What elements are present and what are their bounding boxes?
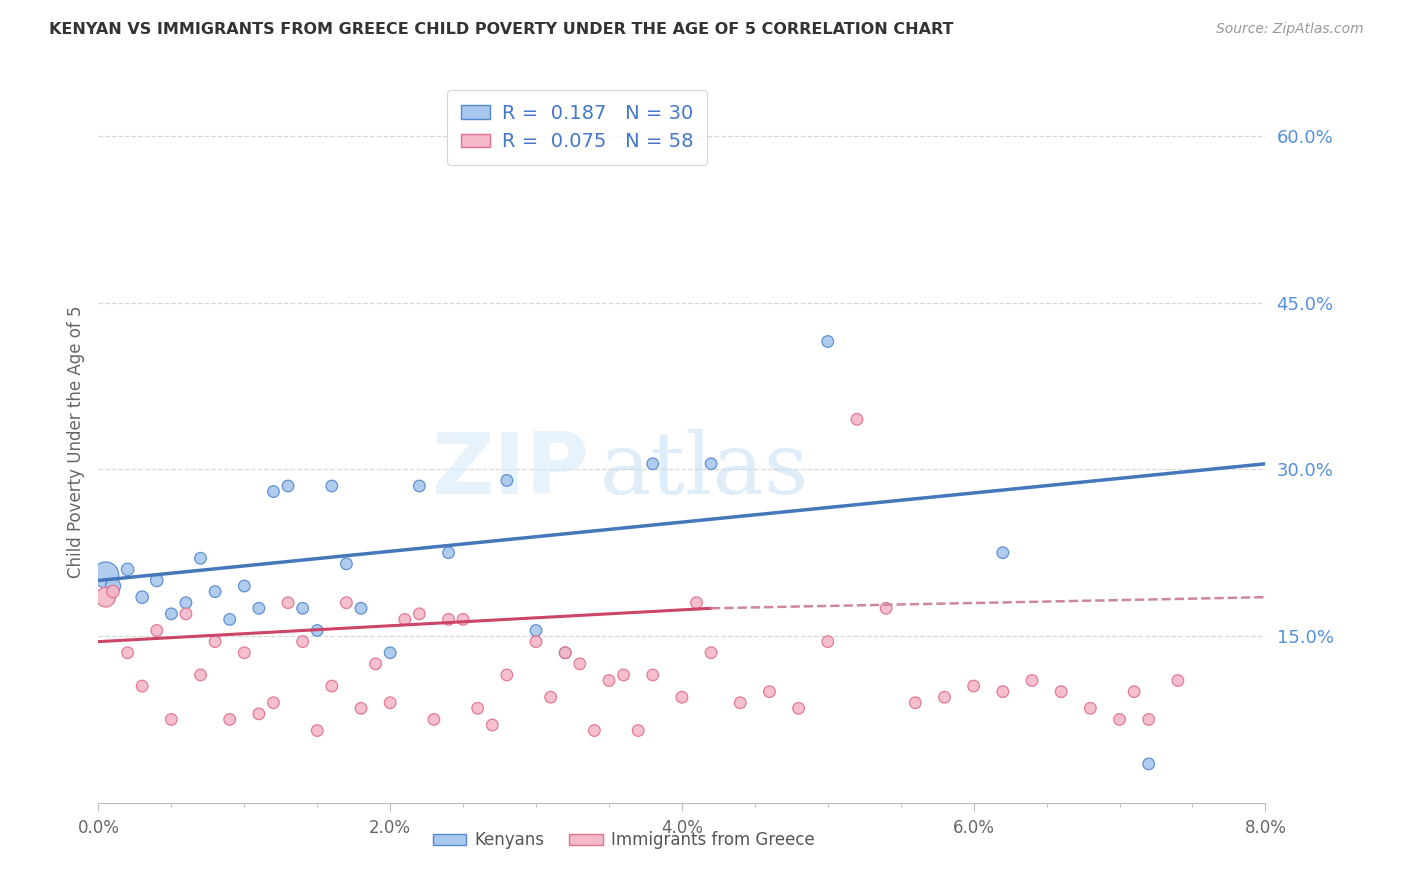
Point [408, 479, 430, 493]
Point [350, 601, 373, 615]
Point [380, 696, 402, 710]
Point [408, 607, 430, 621]
Point [321, 679, 343, 693]
Point [568, 657, 591, 671]
Point [962, 679, 984, 693]
Point [204, 634, 226, 648]
Point [845, 412, 868, 426]
Point [540, 690, 562, 705]
Point [160, 713, 183, 727]
Text: atlas: atlas [600, 429, 810, 512]
Point [1108, 713, 1130, 727]
Point [641, 668, 664, 682]
Point [277, 479, 299, 493]
Point [612, 668, 634, 682]
Point [671, 690, 693, 705]
Point [1123, 684, 1146, 698]
Point [174, 607, 197, 621]
Point [641, 457, 664, 471]
Point [904, 696, 927, 710]
Text: KENYAN VS IMMIGRANTS FROM GREECE CHILD POVERTY UNDER THE AGE OF 5 CORRELATION CH: KENYAN VS IMMIGRANTS FROM GREECE CHILD P… [49, 22, 953, 37]
Point [190, 668, 212, 682]
Point [1137, 756, 1160, 771]
Point [934, 690, 956, 705]
Point [247, 706, 270, 721]
Point [451, 612, 474, 626]
Point [380, 646, 402, 660]
Point [146, 574, 169, 588]
Point [394, 612, 416, 626]
Point [1167, 673, 1189, 688]
Point [218, 713, 240, 727]
Point [700, 457, 723, 471]
Point [1050, 684, 1073, 698]
Point [730, 696, 752, 710]
Point [583, 723, 606, 738]
Point [350, 701, 373, 715]
Point [160, 607, 183, 621]
Point [1080, 701, 1102, 715]
Point [496, 474, 519, 488]
Point [991, 684, 1014, 698]
Point [218, 612, 240, 626]
Point [101, 584, 124, 599]
Point [204, 584, 226, 599]
Point [437, 612, 460, 626]
Point [554, 646, 576, 660]
Point [685, 596, 707, 610]
Point [875, 601, 897, 615]
Point [758, 684, 780, 698]
Point [233, 646, 256, 660]
Point [787, 701, 810, 715]
Point [1021, 673, 1043, 688]
Point [291, 634, 314, 648]
Point [364, 657, 387, 671]
Point [991, 546, 1014, 560]
Point [335, 596, 357, 610]
Point [321, 479, 343, 493]
Point [94, 590, 117, 604]
Point [598, 673, 620, 688]
Legend: Kenyans, Immigrants from Greece: Kenyans, Immigrants from Greece [426, 824, 821, 856]
Text: ZIP: ZIP [430, 429, 589, 512]
Point [524, 624, 547, 638]
Point [146, 624, 169, 638]
Point [423, 713, 446, 727]
Point [1137, 713, 1160, 727]
Point [117, 562, 139, 576]
Point [496, 668, 519, 682]
Point [291, 601, 314, 615]
Point [524, 634, 547, 648]
Point [262, 484, 284, 499]
Point [190, 551, 212, 566]
Point [627, 723, 650, 738]
Point [233, 579, 256, 593]
Point [307, 723, 329, 738]
Point [101, 579, 124, 593]
Point [131, 679, 153, 693]
Point [700, 646, 723, 660]
Point [817, 634, 839, 648]
Point [247, 601, 270, 615]
Point [481, 718, 503, 732]
Point [437, 546, 460, 560]
Point [174, 596, 197, 610]
Point [131, 590, 153, 604]
Text: Source: ZipAtlas.com: Source: ZipAtlas.com [1216, 22, 1364, 37]
Point [117, 646, 139, 660]
Point [817, 334, 839, 349]
Y-axis label: Child Poverty Under the Age of 5: Child Poverty Under the Age of 5 [66, 305, 84, 578]
Point [554, 646, 576, 660]
Point [307, 624, 329, 638]
Point [262, 696, 284, 710]
Point [94, 568, 117, 582]
Point [277, 596, 299, 610]
Point [335, 557, 357, 571]
Point [467, 701, 489, 715]
